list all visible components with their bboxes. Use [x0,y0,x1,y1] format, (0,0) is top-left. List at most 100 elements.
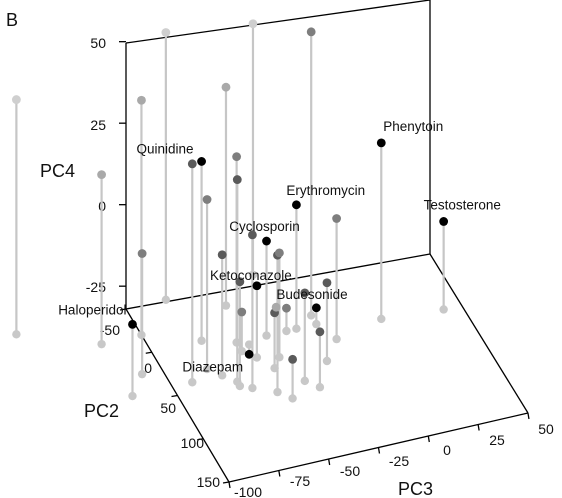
compound-label: Diazepam [182,359,243,374]
data-point [137,249,147,258]
point-floor-shadow [244,340,254,349]
pc3-tick-label: 0 [443,442,451,458]
pc3-tick-mark [477,424,480,431]
pc2-tick-label: 50 [160,400,176,416]
pc2-tick-label: 150 [197,474,221,490]
data-points [11,19,449,403]
pc3-tick-label: -50 [340,463,360,479]
point-floor-shadow [217,371,227,380]
data-point [235,277,245,287]
point-floor-shadow [282,326,291,336]
compound-point [292,200,301,210]
compound-label: Cyclosporin [229,219,300,234]
compound-point [252,281,262,291]
point-floor-shadow [202,364,212,374]
compound-label: Quinidine [137,141,194,156]
data-point [221,82,231,92]
point-floor-shadow [248,383,257,393]
point-floor-shadow [439,305,448,314]
data-point [137,95,146,105]
data-point [332,214,342,223]
data-point [11,95,21,104]
point-floor-shadow [288,394,297,403]
point-floor-shadow [292,324,301,333]
pc3-tick-mark [328,458,331,466]
pc3-tick-label: 25 [489,432,505,448]
data-point [232,175,242,184]
point-floor-shadow [275,353,284,362]
pc4-tick-label: 25 [90,117,106,133]
point-floor-shadow [322,356,332,366]
point-floor-shadow [262,331,271,340]
data-point [306,27,316,37]
data-point [237,307,247,317]
pc2-tick-mark [171,394,178,398]
point-floor-shadow [235,381,245,391]
compound-point [376,138,386,148]
point-floor-shadow [137,369,147,379]
pc3-tick-label: -25 [389,453,409,469]
pc3-tick-label: -75 [290,473,310,489]
compound-point [244,349,254,359]
data-point [274,248,284,258]
pc2-tick-label: 100 [181,435,205,451]
pc2-tick-mark [222,481,230,484]
pc2-tick-mark [145,351,152,354]
tick-marks [119,41,530,489]
back-wall-top-edge [125,0,431,44]
point-floor-shadow [332,334,341,344]
compound-label: Budesonide [276,287,347,302]
data-point [300,288,310,298]
point-floor-shadow [252,353,262,362]
pc2-tick-mark [197,438,204,441]
point-floor-shadow [315,383,325,392]
data-point [315,327,325,337]
data-point [248,230,257,240]
compound-label: Haloperidol [58,302,126,317]
point-floor-shadow [12,330,21,339]
data-point [282,303,291,313]
data-point [288,354,297,364]
pc4-tick-label: 50 [90,35,106,51]
pc3-tick-mark [527,412,530,420]
point-floor-shadow [197,336,206,345]
point-floor-shadow [300,376,310,386]
pc3-tick-labels: -100 -75 -50 -25 0 25 50 [234,421,554,498]
pc3-tick-label: 50 [538,421,554,437]
point-floor-shadow [128,391,137,401]
compound-label: Erythromycin [286,183,365,198]
compound-point [262,236,271,246]
compound-point [311,303,321,313]
point-floor-shadow [273,387,282,397]
compound-point [197,157,206,166]
pc2-tick-label: -50 [100,322,120,338]
point-floor-shadow [161,295,171,304]
data-point [322,278,332,288]
point-floor-shadow [306,311,316,320]
point-floor-shadow [221,301,231,310]
panel-label: B [6,10,18,30]
compound-label: Testosterone [424,197,501,212]
data-point [248,19,258,29]
pc3-tick-mark [228,481,231,489]
pc2-tick-label: 0 [144,360,152,376]
compound-label: Ketoconazole [210,268,292,283]
data-point [217,250,227,260]
point-floor-shadow [237,346,246,356]
axes-frame [125,0,529,483]
data-point [161,28,171,37]
pc4-tick-label: -25 [86,279,106,295]
pc4-axis-title: PC4 [40,161,75,181]
pc2-tick-labels: -50 0 50 100 150 [100,322,220,490]
pc4-tick-labels: 50 25 0 -25 [86,35,106,295]
pc2-axis-title: PC2 [84,401,119,421]
compound-point [128,319,137,329]
point-floor-shadow [377,314,386,324]
compound-point [439,217,449,226]
data-point [97,170,106,180]
pc3-tick-mark [278,470,281,477]
pc2-tick-mark [119,308,127,311]
point-floor-shadow [188,378,197,387]
pc3-tick-mark [377,447,381,454]
